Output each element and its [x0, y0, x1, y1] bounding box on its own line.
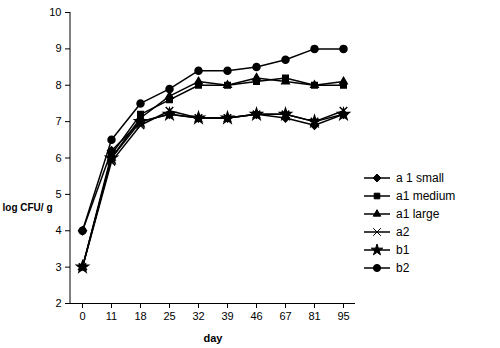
svg-text:9: 9: [55, 42, 61, 54]
svg-text:0: 0: [79, 310, 85, 322]
svg-text:67: 67: [279, 310, 291, 322]
svg-text:a1 medium: a1 medium: [396, 189, 455, 203]
svg-text:a2: a2: [396, 225, 410, 239]
svg-text:18: 18: [134, 310, 146, 322]
svg-text:2: 2: [55, 297, 61, 309]
svg-text:log CFU/ g: log CFU/ g: [3, 202, 53, 213]
svg-text:6: 6: [55, 152, 61, 164]
svg-text:11: 11: [106, 310, 117, 322]
svg-text:8: 8: [55, 79, 61, 91]
svg-text:46: 46: [250, 310, 262, 322]
svg-text:a 1 small: a 1 small: [396, 171, 444, 185]
svg-text:b1: b1: [396, 243, 410, 257]
svg-text:3: 3: [55, 261, 61, 273]
svg-text:4: 4: [55, 224, 61, 236]
svg-text:39: 39: [221, 310, 233, 322]
svg-text:day: day: [204, 332, 224, 344]
svg-text:5: 5: [55, 188, 61, 200]
svg-text:b2: b2: [396, 261, 410, 275]
svg-text:81: 81: [308, 310, 320, 322]
svg-text:10: 10: [49, 6, 61, 18]
svg-text:25: 25: [163, 310, 175, 322]
svg-text:32: 32: [192, 310, 204, 322]
svg-text:7: 7: [55, 115, 61, 127]
svg-text:95: 95: [337, 310, 349, 322]
svg-text:a1 large: a1 large: [396, 207, 440, 221]
